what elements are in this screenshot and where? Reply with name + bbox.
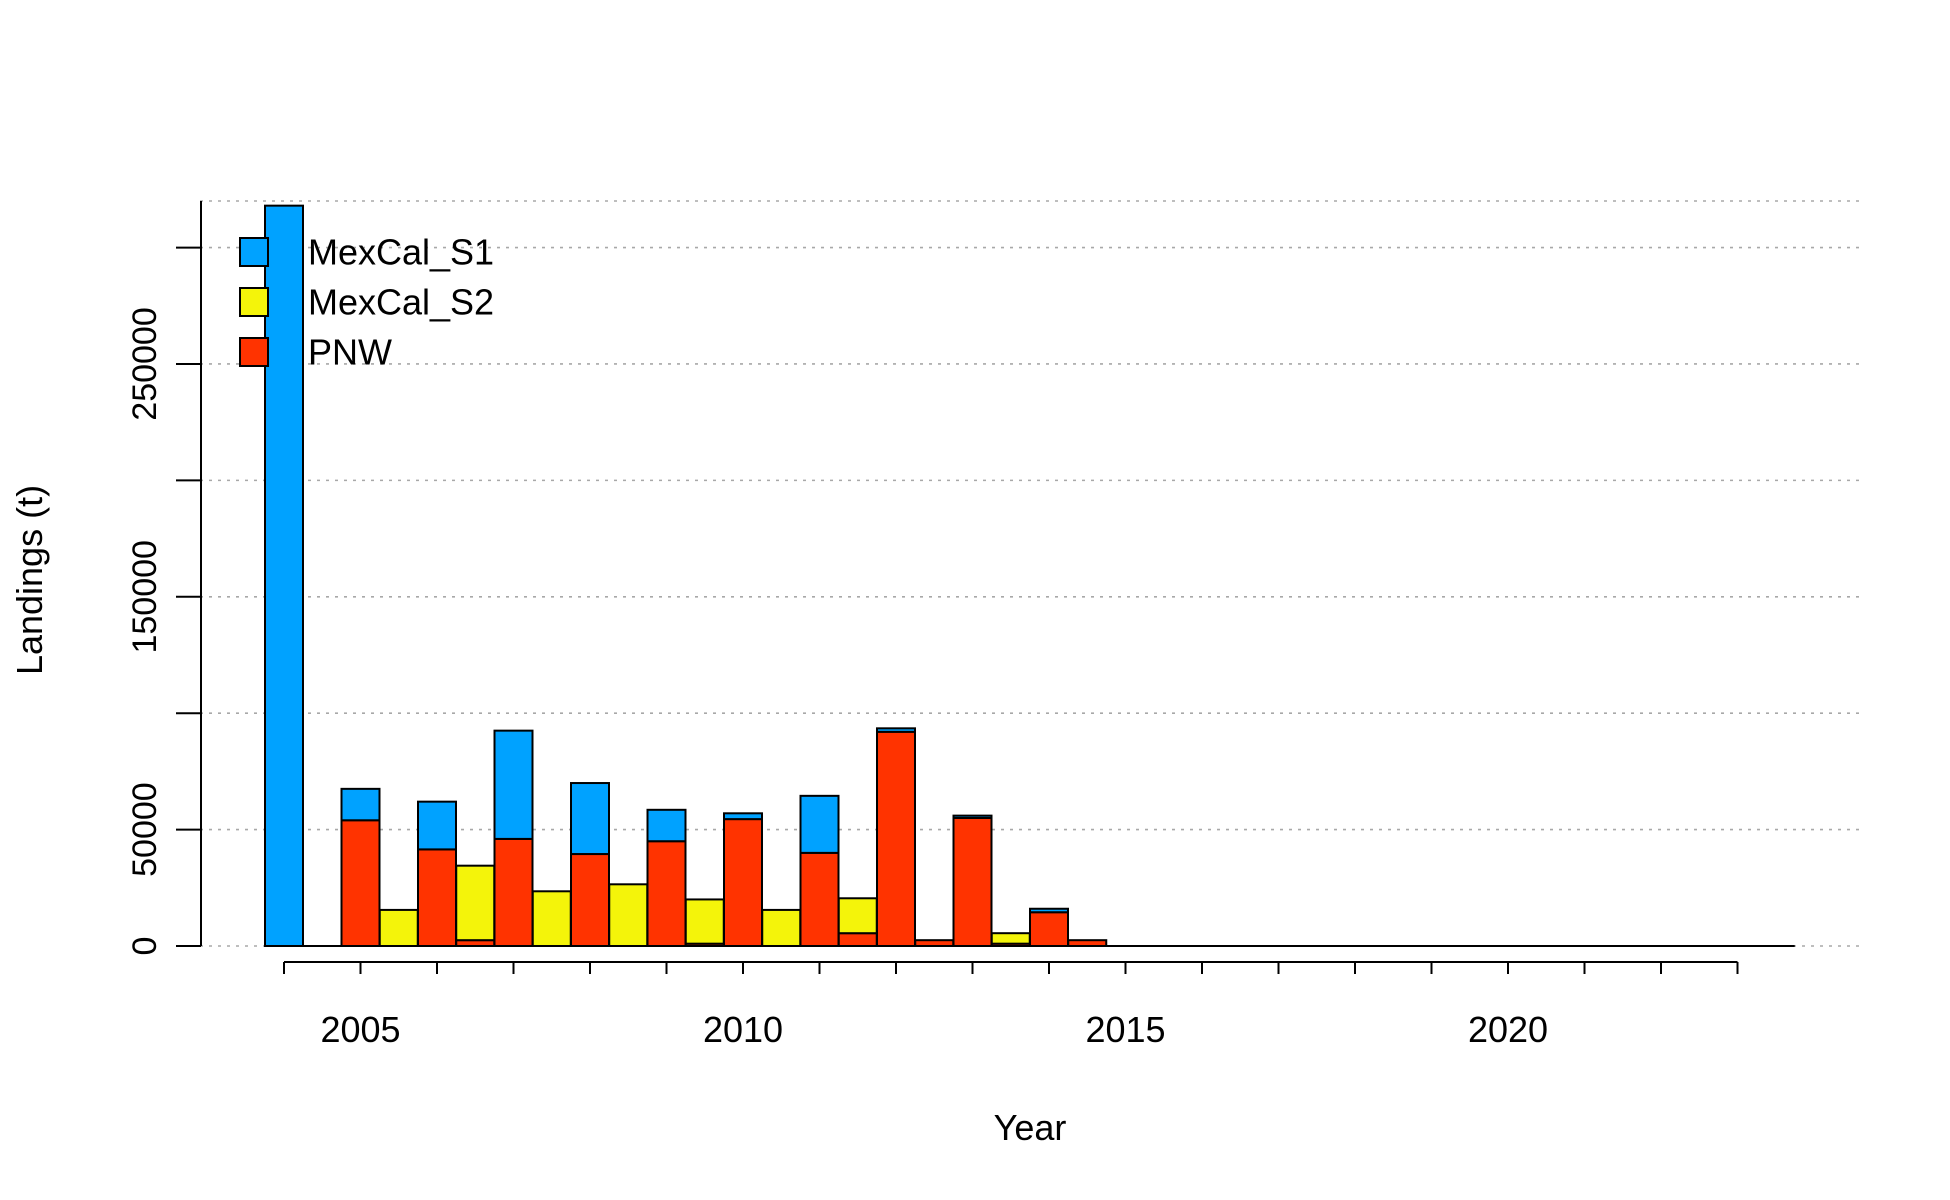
bar-MexCal_S2-2009.5	[684, 898, 725, 945]
bar-MexCal_S1-2014	[1029, 907, 1069, 914]
y-tick-label-3: 150000	[126, 540, 164, 653]
x-tick-label-2005: 2005	[320, 1009, 400, 1050]
bar-PNW-2009	[646, 840, 687, 947]
y-axis: 0 50000 150000 250000	[126, 201, 202, 956]
x-tick-label-2015: 2015	[1085, 1009, 1165, 1050]
bar-MexCal_S2-2011.5	[837, 897, 878, 935]
bar-MexCal_S1-2005	[340, 787, 381, 822]
x-tick-label-2020: 2020	[1468, 1009, 1548, 1050]
bar-MexCal_S1-2004	[264, 204, 304, 947]
bar-MexCal_S1-2008	[570, 782, 610, 856]
bar-MexCal_S1-2011	[799, 794, 840, 854]
bar-PNW-2011.5	[837, 932, 878, 947]
bar-PNW-2014	[1029, 911, 1069, 947]
bar-MexCal_S1-2012	[876, 727, 916, 733]
bar-PNW-2011	[799, 851, 840, 947]
bar-PNW-2008	[570, 853, 610, 947]
bar-MexCal_S1-2009	[646, 808, 687, 843]
legend-swatch-MexCal_S1	[239, 237, 269, 267]
bar-MexCal_S2-2013.5	[990, 932, 1031, 945]
legend-label-MexCal_S1: MexCal_S1	[308, 232, 494, 273]
bar-MexCal_S1-2010	[723, 812, 763, 821]
bar-MexCal_S1-2007	[493, 729, 534, 840]
y-tick-label-0: 0	[126, 937, 164, 956]
bar-stack-group	[264, 204, 1795, 947]
bar-PNW-2005	[340, 819, 381, 947]
bar-PNW-2013	[952, 816, 993, 947]
bar-MexCal_S2-2006.5	[455, 864, 496, 942]
bar-PNW-2006	[417, 848, 457, 947]
y-axis-label: Landings (t)	[9, 485, 50, 675]
bar-PNW-2010	[723, 818, 763, 947]
y-tick-label-5: 250000	[126, 307, 164, 420]
legend-swatch-PNW	[239, 337, 269, 367]
bar-MexCal_S1-2013	[952, 814, 993, 819]
x-axis-label: Year	[994, 1107, 1067, 1148]
bar-MexCal_S1-2006	[417, 800, 457, 851]
bar-PNW-2007	[493, 837, 534, 947]
legend-label-PNW: PNW	[308, 332, 392, 373]
y-tick-label-1: 50000	[126, 782, 164, 877]
bar-PNW-2012	[876, 730, 916, 947]
x-tick-label-2010: 2010	[703, 1009, 783, 1050]
legend: MexCal_S1 MexCal_S2 PNW	[239, 232, 494, 373]
legend-label-MexCal_S2: MexCal_S2	[308, 282, 494, 323]
legend-swatch-MexCal_S2	[239, 287, 269, 317]
x-axis: 2005 2010 2015 2020	[283, 961, 1739, 1050]
bar-MexCal_S2-2007.5	[531, 890, 572, 947]
bar-MexCal_S2-2008.5	[608, 883, 649, 947]
bar-MexCal_S2-2010.5	[761, 908, 802, 947]
bar-MexCal_S2-2005.5	[378, 908, 419, 947]
